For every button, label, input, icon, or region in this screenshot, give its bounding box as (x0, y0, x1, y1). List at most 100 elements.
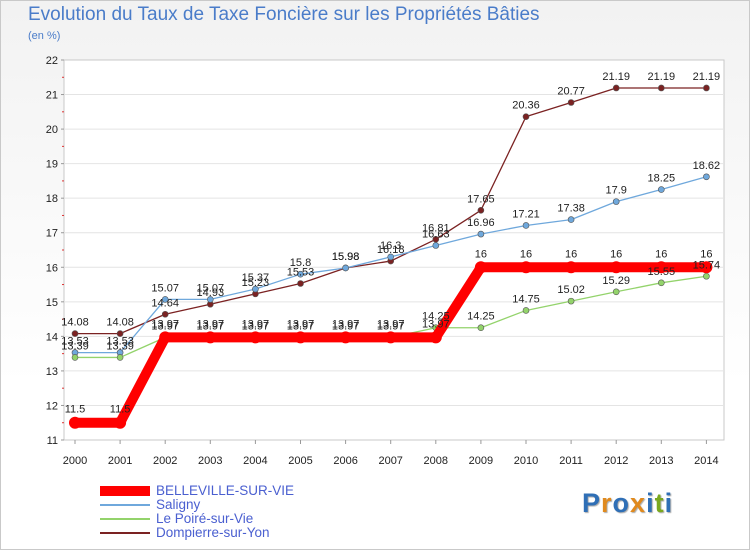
grid (64, 94, 724, 406)
data-point (204, 331, 217, 344)
data-point (567, 99, 575, 106)
x-tick-label: 2003 (198, 455, 222, 467)
data-point (567, 216, 575, 223)
data-label: 13.97 (332, 320, 360, 332)
data-point (249, 331, 262, 344)
data-label: 13.97 (377, 318, 405, 330)
data-label: 15.98 (332, 251, 360, 263)
data-point (297, 280, 304, 287)
data-label: 15.55 (648, 266, 676, 278)
data-label: 13.97 (197, 320, 225, 332)
data-point (565, 261, 578, 274)
data-label: 14.25 (467, 311, 495, 323)
legend-swatch (100, 504, 150, 506)
data-point (161, 310, 169, 318)
data-label: 18.25 (648, 173, 676, 185)
y-tick-label: 18 (46, 193, 58, 205)
data-point (703, 84, 710, 92)
data-point (297, 270, 304, 278)
data-label: 13.97 (332, 318, 360, 330)
data-point (703, 272, 710, 280)
data-point (429, 331, 442, 344)
data-label: 17.9 (605, 185, 626, 197)
y-tick-label: 19 (46, 159, 58, 171)
data-point (387, 253, 395, 261)
data-point (71, 330, 79, 337)
data-point (520, 261, 532, 274)
legend-item: Le Poiré-sur-Vie (100, 512, 294, 526)
y-tick-label: 16 (46, 262, 58, 274)
y-tick-label: 22 (46, 55, 58, 67)
data-point (294, 331, 307, 344)
data-point (342, 264, 349, 272)
legend-item: Saligny (100, 498, 294, 512)
data-label: 14.25 (422, 311, 450, 323)
data-point (655, 261, 668, 274)
data-point (610, 261, 623, 274)
data-label: 13.97 (287, 318, 315, 330)
data-label: 14.93 (197, 287, 225, 299)
data-label: 15.02 (557, 284, 585, 296)
data-point (522, 113, 530, 120)
data-label: 15.07 (151, 282, 179, 294)
legend-label: Dompierre-sur-Yon (156, 525, 270, 540)
x-tick-label: 2007 (378, 455, 402, 467)
data-label: 16 (475, 248, 487, 260)
data-label: 16.3 (380, 240, 401, 252)
x-tick-label: 2014 (694, 455, 718, 467)
chart-title: Evolution du Taux de Taxe Foncière sur l… (28, 4, 540, 25)
y-tick-label: 13 (46, 366, 58, 378)
data-labels: 11.5 11.5 13.97 13.97 13.97 13.97 13.97 13.97 13… (61, 71, 720, 416)
data-label: 16.81 (422, 222, 450, 234)
data-label: 17.38 (557, 203, 585, 215)
y-tick-label: 17 (46, 228, 58, 240)
data-label: 15.23 (242, 277, 270, 289)
logo-letter: P (582, 488, 602, 518)
data-label: 20.77 (557, 85, 585, 97)
data-label: 14.08 (61, 317, 89, 329)
x-tick-label: 2006 (333, 455, 357, 467)
y-tick-label: 11 (47, 435, 58, 447)
data-label: 16.96 (467, 217, 495, 229)
x-tick-label: 2013 (649, 455, 673, 467)
plot-area (63, 59, 725, 441)
data-point (474, 261, 487, 274)
x-tick-label: 2002 (153, 455, 177, 467)
data-point (384, 331, 397, 344)
data-label: 16 (655, 248, 667, 260)
data-label: 15.37 (242, 272, 270, 284)
x-tick-label: 2012 (604, 455, 628, 467)
data-point (116, 330, 124, 337)
data-point (567, 297, 575, 305)
logo-letter: r (601, 488, 613, 518)
data-point (116, 354, 124, 361)
data-label: 15.8 (290, 257, 311, 269)
data-label: 13.39 (106, 340, 134, 352)
data-label: 21.19 (648, 71, 676, 83)
data-label: 15.07 (197, 282, 225, 294)
data-point (657, 279, 665, 287)
x-tick-label: 2009 (469, 455, 493, 467)
data-point (161, 296, 169, 303)
data-point (339, 331, 352, 344)
legend-swatch (100, 518, 150, 520)
data-point (612, 84, 620, 92)
legend-label: Saligny (156, 497, 201, 512)
data-label: 14.75 (512, 293, 540, 305)
data-label: 16 (610, 248, 622, 260)
legend: BELLEVILLE-SUR-VIE Saligny Le Poiré-sur-Vi… (100, 484, 294, 540)
data-label: 13.97 (377, 320, 405, 332)
data-label: 18.62 (693, 160, 721, 172)
data-label: 13.39 (61, 340, 89, 352)
data-point (612, 288, 620, 296)
data-point (432, 242, 440, 249)
data-label: 13.97 (422, 318, 450, 330)
data-label: 17.65 (467, 193, 495, 205)
data-label: 16 (700, 248, 712, 260)
data-label: 20.36 (512, 100, 540, 112)
logo-letter: i (646, 488, 655, 518)
data-label: 11.5 (110, 404, 131, 416)
data-point (477, 230, 485, 238)
legend-swatch (100, 486, 150, 496)
legend-item: BELLEVILLE-SUR-VIE (100, 484, 294, 498)
